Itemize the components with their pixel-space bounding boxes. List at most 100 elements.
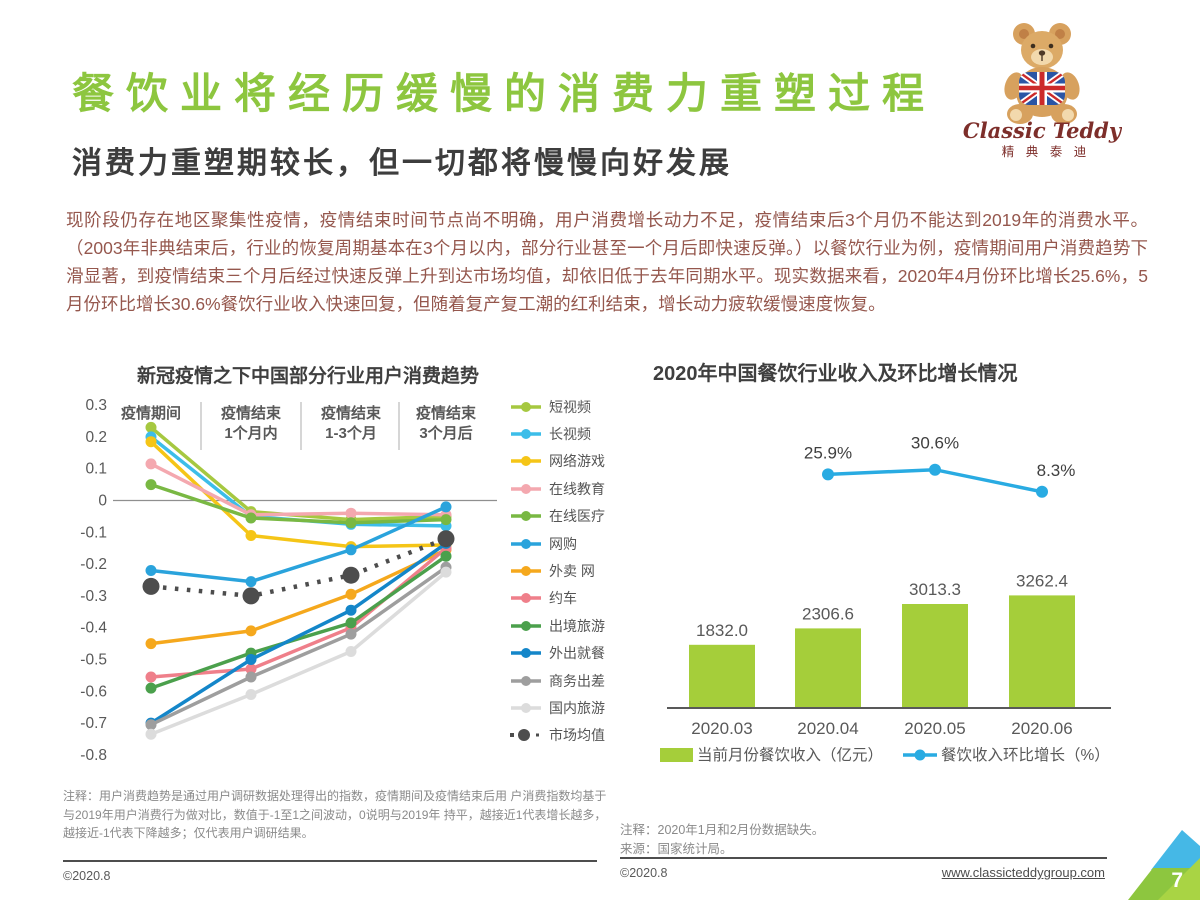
series-point xyxy=(245,625,257,637)
legend-swatch-icon xyxy=(511,593,541,604)
x-tick-label: 2020.05 xyxy=(904,719,965,738)
bar-legend-swatch-icon xyxy=(660,748,693,762)
legend-label: 在线医疗 xyxy=(549,508,605,525)
legend-label: 长视频 xyxy=(549,426,591,443)
series-line xyxy=(150,570,448,736)
phase-label: 1个月内 xyxy=(224,424,277,442)
series-point xyxy=(437,530,455,548)
phase-label: 3个月后 xyxy=(419,424,472,442)
series-line xyxy=(150,505,447,584)
legend-item: 国内旅游 xyxy=(510,694,640,721)
series-line xyxy=(150,541,448,725)
legend-label: 短视频 xyxy=(549,398,591,415)
bar-value-label: 3013.3 xyxy=(909,580,961,599)
teddy-bear-icon xyxy=(1004,23,1080,124)
series-line xyxy=(150,554,448,690)
series-point xyxy=(345,646,357,657)
line-legend-label: 餐饮收入环比增长（%） xyxy=(941,746,1110,764)
trend-chart-footnote: 注释：用户消费趋势是通过用户调研数据处理得出的指数，疫情期间及疫情结束后用 户消… xyxy=(63,789,607,841)
series-point xyxy=(145,728,157,740)
page-title: 餐饮业将经历缓慢的消费力重塑过程 xyxy=(72,70,937,117)
classic-teddy-logo: Classic Teddy 精 典 泰 迪 xyxy=(963,23,1122,159)
growth-value-label: 25.9% xyxy=(804,443,852,462)
growth-point xyxy=(822,468,834,481)
corner-triangle-blue xyxy=(1151,830,1200,870)
body-paragraph: 现阶段仍存在地区聚集性疫情，疫情结束时间节点尚不明确，用户消费增长动力不足，疫情… xyxy=(66,210,1148,314)
legend-item: 出境旅游 xyxy=(510,612,640,639)
series-line-dotted xyxy=(150,536,447,599)
trend-chart-svg: 新冠疫情之下中国部分行业用户消费趋势 0.3 0.2 0.1 0 -0.1 -0.2 -0.3… xyxy=(80,364,497,764)
footer-divider-right xyxy=(620,857,1107,859)
series-point xyxy=(345,604,357,616)
trend-chart-legend: 短视频 长视频 网络游戏 在线教育 在线医疗 网购 外卖 网约车 出境旅游 外出就餐 商务出差 国内… xyxy=(510,360,640,772)
legend-label: 国内旅游 xyxy=(549,699,605,716)
corner-decoration xyxy=(1128,830,1200,900)
website-link[interactable]: www.classicteddygroup.com xyxy=(941,865,1105,880)
series-point xyxy=(145,421,157,433)
legend-swatch-icon xyxy=(511,401,541,412)
x-tick-label: 2020.06 xyxy=(1011,719,1072,738)
logo-name-cn: 精 典 泰 迪 xyxy=(1002,145,1090,159)
footer-divider-left xyxy=(63,860,597,862)
series-line xyxy=(149,440,447,549)
series-line xyxy=(150,462,447,517)
phase-label: 1-3个月 xyxy=(325,424,377,442)
legend-swatch-icon xyxy=(511,511,541,522)
series-line xyxy=(150,548,447,646)
legend-item: 在线教育 xyxy=(510,475,640,502)
series-point xyxy=(145,565,157,576)
series-point xyxy=(345,628,357,640)
series-point xyxy=(245,671,257,683)
growth-value-label: 30.6% xyxy=(911,434,959,453)
revenue-chart-footnote: 注释：2020年1月和2月份数据缺失。 来源：国家统计局。 xyxy=(620,821,1120,859)
legend-swatch-icon xyxy=(511,456,541,467)
series-point xyxy=(342,566,360,584)
bar-value-label: 1832.0 xyxy=(696,621,748,640)
revenue-bar xyxy=(689,644,755,708)
series-point xyxy=(245,663,257,675)
y-tick-label: 0.3 xyxy=(85,397,107,414)
phase-label: 疫情结束 xyxy=(221,404,282,422)
legend-swatch-icon xyxy=(511,702,541,713)
bar-value-label: 2306.6 xyxy=(802,604,854,623)
y-tick-label: -0.7 xyxy=(80,715,107,732)
legend-item: 约车 xyxy=(510,585,640,612)
y-tick-label: -0.6 xyxy=(80,683,107,700)
series-point xyxy=(245,654,257,665)
series-point xyxy=(245,576,257,588)
growth-value-label: 8.3% xyxy=(1037,461,1076,480)
revenue-bar xyxy=(795,628,861,708)
trend-chart-title: 新冠疫情之下中国部分行业用户消费趋势 xyxy=(137,364,479,387)
y-tick-label: -0.2 xyxy=(80,556,107,573)
legend-label: 外出就餐 xyxy=(549,645,605,662)
series-point xyxy=(440,550,452,562)
bar-legend-label: 当前月份餐饮收入（亿元） xyxy=(697,746,883,764)
legend-item: 外出就餐 xyxy=(510,640,640,667)
revenue-chart-svg: 2020年中国餐饮行业收入及环比增长情况 1832.0 2306.6 3013.3 32… xyxy=(653,361,1111,764)
series-point xyxy=(142,577,160,595)
legend-item: 长视频 xyxy=(510,420,640,447)
revenue-chart-title: 2020年中国餐饮行业收入及环比增长情况 xyxy=(653,361,1018,385)
copyright-left: ©2020.8 xyxy=(63,869,111,883)
line-legend-swatch-icon xyxy=(914,749,926,761)
footnote-line-2: 来源：国家统计局。 xyxy=(620,841,733,856)
corner-triangle-light-green xyxy=(1158,858,1200,900)
legend-item: 网络游戏 xyxy=(510,448,640,475)
revenue-bar xyxy=(902,604,968,708)
y-tick-label: -0.3 xyxy=(80,588,107,605)
legend-item: 在线医疗 xyxy=(510,503,640,530)
y-tick-label: -0.5 xyxy=(80,652,107,669)
series-point xyxy=(242,587,260,605)
legend-label: 出境旅游 xyxy=(549,617,605,634)
legend-swatch-icon xyxy=(511,429,541,440)
footnote-line-1: 注释：2020年1月和2月份数据缺失。 xyxy=(620,823,825,837)
legend-swatch-icon xyxy=(511,483,541,494)
series-point xyxy=(145,638,157,650)
series-point xyxy=(345,517,357,529)
legend-swatch-icon xyxy=(511,566,541,577)
logo-name-en: Classic Teddy xyxy=(963,118,1122,143)
legend-item: 商务出差 xyxy=(510,667,640,694)
series-point xyxy=(345,617,357,629)
legend-label: 网购 xyxy=(549,535,577,552)
series-point xyxy=(440,501,452,513)
